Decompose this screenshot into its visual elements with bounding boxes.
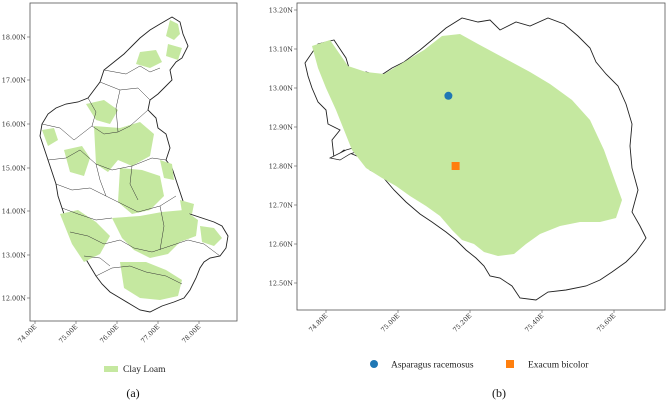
lat-tick-label: 13.10N	[269, 46, 294, 54]
soil-patch	[112, 210, 198, 258]
panel-b: 13.20N 13.10N 13.00N 12.90N 12.80N 12.70…	[269, 2, 666, 400]
lon-tick-label: 75.00E	[379, 312, 401, 334]
lat-tick-label: 12.90N	[269, 124, 294, 132]
lon-tick-label: 75.20E	[451, 312, 473, 334]
legend-label: Clay Loam	[123, 365, 166, 375]
soil-patch	[160, 160, 174, 180]
caption-b: (b)	[492, 386, 506, 400]
lat-ticks-b: 13.20N 13.10N 13.00N 12.90N 12.80N 12.70…	[269, 7, 297, 288]
habitat-area	[312, 34, 622, 256]
soil-patch	[86, 100, 118, 124]
soil-patch	[64, 146, 90, 176]
lon-tick-label: 74.80E	[307, 312, 329, 334]
legend-label: Asparagus racemosus	[391, 361, 474, 371]
legend-swatch	[104, 366, 118, 372]
lat-tick-label: 12.50N	[269, 280, 294, 288]
legend-a: Clay Loam	[104, 365, 166, 375]
legend-marker-circle	[370, 360, 378, 368]
soil-patch	[136, 50, 162, 68]
lat-tick-label: 16.00N	[2, 121, 27, 129]
lon-tick-label: 75.00E	[57, 323, 79, 345]
lat-tick-label: 15.00N	[2, 165, 27, 173]
legend-b: Asparagus racemosus Exacum bicolor	[370, 360, 589, 371]
soil-patch	[166, 44, 182, 60]
lon-tick-label: 76.00E	[98, 323, 120, 345]
district-boundaries	[41, 65, 221, 285]
soil-patch	[60, 210, 110, 262]
soil-patch	[42, 128, 58, 146]
species-point-exacum-bicolor	[451, 162, 460, 170]
lat-tick-label: 12.80N	[269, 163, 294, 171]
lon-tick-label: 78.00E	[180, 323, 202, 345]
species-points	[444, 91, 460, 170]
lat-tick-label: 17.00N	[2, 77, 27, 85]
lat-tick-label: 18.00N	[2, 34, 27, 42]
soil-patch	[200, 226, 222, 246]
legend-label: Exacum bicolor	[528, 361, 589, 371]
lon-tick-label: 74.00E	[16, 323, 38, 345]
lon-ticks-b: 74.80E 75.00E 75.20E 75.40E 75.60E	[307, 310, 618, 334]
species-point-asparagus-racemosus	[444, 91, 453, 100]
lat-tick-label: 12.70N	[269, 202, 294, 210]
panel-a: 12.00N 13.00N 14.00N 15.00N 16.00N 17.00…	[2, 2, 238, 400]
soil-patch	[120, 262, 182, 300]
lat-tick-label: 12.60N	[269, 241, 294, 249]
lat-tick-label: 14.00N	[2, 208, 27, 216]
clay-loam-patches	[42, 20, 222, 300]
karnataka-map	[39, 16, 229, 313]
caption-a: (a)	[126, 386, 139, 400]
soil-patch	[166, 20, 180, 40]
lon-tick-label: 77.00E	[139, 323, 161, 345]
lon-ticks-a: 74.00E 75.00E 76.00E 77.00E 78.00E	[16, 321, 203, 345]
lat-ticks-a: 12.00N 13.00N 14.00N 15.00N 16.00N 17.00…	[2, 34, 30, 303]
lat-tick-label: 13.00N	[2, 252, 27, 260]
lon-tick-label: 75.40E	[523, 312, 545, 334]
soil-patch	[180, 200, 194, 214]
lon-tick-label: 75.60E	[595, 312, 617, 334]
legend-marker-square	[506, 360, 514, 368]
soil-patch	[118, 168, 164, 214]
soil-patch	[94, 122, 154, 172]
lat-tick-label: 12.00N	[2, 295, 27, 303]
lat-tick-label: 13.20N	[269, 7, 294, 15]
lat-tick-label: 13.00N	[269, 85, 294, 93]
